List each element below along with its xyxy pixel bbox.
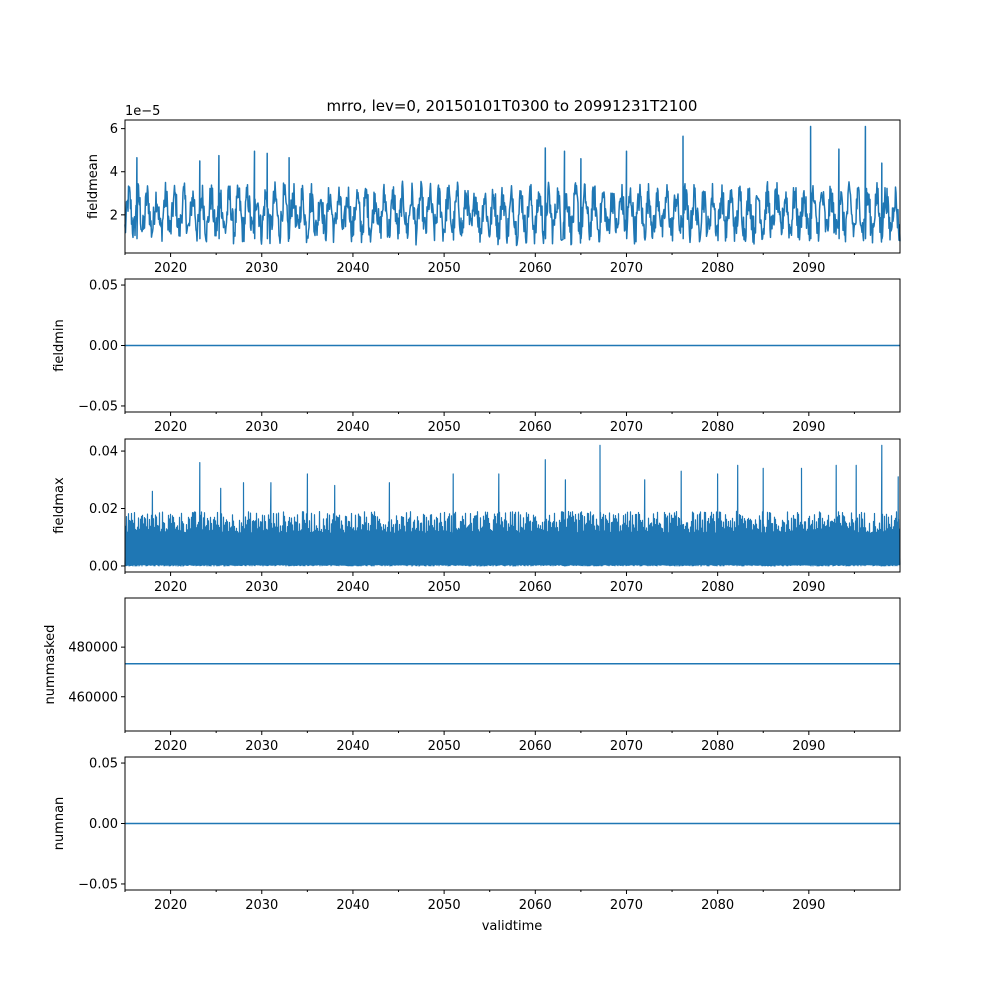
panel-fieldmin: 2020 2030 2040 2050 2060 2070 2080 2090 −0.05 0.0… (52, 278, 901, 435)
y-tick-label: 0.00 (89, 339, 118, 354)
y-tick-label: −0.05 (78, 399, 118, 414)
x-tick-label: 2090 (792, 739, 825, 754)
chart-title: mrro, lev=0, 20150101T0300 to 20991231T2… (327, 97, 698, 115)
y-axis-label: fieldmin (52, 319, 67, 372)
x-tick-label: 2020 (154, 420, 187, 435)
x-tick-label: 2090 (792, 420, 825, 435)
y-tick-label: 0.02 (89, 502, 118, 517)
x-tick-label: 2040 (336, 739, 369, 754)
x-tick-label: 2020 (154, 580, 187, 595)
x-tick-label: 2020 (154, 739, 187, 754)
nummasked-axes-frame (124, 597, 901, 732)
x-tick-label: 2070 (610, 261, 643, 276)
y-tick-label: 2 (110, 208, 118, 223)
x-tick-label: 2030 (245, 261, 278, 276)
x-tick-label: 2050 (428, 739, 461, 754)
y-tick-label: −0.05 (78, 877, 118, 892)
x-tick-label: 2060 (519, 420, 552, 435)
x-tick-label: 2040 (336, 898, 369, 913)
panel-fieldmean: 2020 2030 2040 2050 2060 2070 2080 2090 2 4 6 1e−5 f… (86, 104, 901, 276)
x-tick-label: 2090 (792, 580, 825, 595)
y-tick-label: 480000 (68, 641, 118, 656)
y-offset-text: 1e−5 (125, 104, 160, 119)
x-tick-label: 2050 (428, 580, 461, 595)
y-tick-label: 0.04 (89, 445, 118, 460)
x-tick-label: 2040 (336, 420, 369, 435)
y-tick-label: 0.00 (89, 559, 118, 574)
x-tick-label: 2060 (519, 898, 552, 913)
fieldmean-series-line (124, 125, 901, 247)
x-tick-label: 2070 (610, 898, 643, 913)
x-tick-label: 2070 (610, 580, 643, 595)
x-tick-label: 2080 (701, 420, 734, 435)
y-axis-label: fieldmean (86, 154, 101, 219)
y-axis-label: nummasked (43, 625, 58, 705)
x-tick-label: 2030 (245, 739, 278, 754)
y-axis-label: fieldmax (52, 477, 67, 534)
chart-panels: 2020 2030 2040 2050 2060 2070 2080 2090 2 4 6 1e−5 f… (43, 104, 901, 913)
x-tick-label: 2030 (245, 898, 278, 913)
x-tick-label: 2020 (154, 898, 187, 913)
y-axis-label: numnan (52, 797, 67, 851)
y-tick-label: 0.05 (89, 279, 118, 294)
x-axis-label: validtime (482, 919, 543, 934)
y-tick-label: 0.00 (89, 817, 118, 832)
x-tick-label: 2060 (519, 580, 552, 595)
panel-fieldmax: 2020 2030 2040 2050 2060 2070 2080 2090 0.00 0.02… (52, 438, 901, 595)
x-tick-label: 2050 (428, 420, 461, 435)
y-tick-label: 0.05 (89, 757, 118, 772)
x-tick-label: 2020 (154, 261, 187, 276)
x-tick-label: 2070 (610, 739, 643, 754)
panel-nummasked: 2020 2030 2040 2050 2060 2070 2080 2090 460000 48… (43, 597, 901, 754)
x-tick-label: 2040 (336, 580, 369, 595)
x-tick-label: 2060 (519, 739, 552, 754)
y-tick-label: 4 (110, 165, 118, 180)
fieldmean-axes-frame (124, 119, 901, 254)
x-tick-label: 2060 (519, 261, 552, 276)
x-tick-label: 2050 (428, 898, 461, 913)
x-tick-label: 2030 (245, 580, 278, 595)
x-tick-label: 2090 (792, 261, 825, 276)
x-tick-label: 2090 (792, 898, 825, 913)
y-tick-label: 460000 (68, 690, 118, 705)
x-tick-label: 2050 (428, 261, 461, 276)
x-tick-label: 2030 (245, 420, 278, 435)
x-tick-label: 2070 (610, 420, 643, 435)
x-tick-label: 2040 (336, 261, 369, 276)
x-tick-label: 2080 (701, 898, 734, 913)
panel-numnan: 2020 2030 2040 2050 2060 2070 2080 2090 −0.05 0.0… (52, 756, 901, 913)
fieldmax-series-line (124, 444, 901, 567)
x-tick-label: 2080 (701, 739, 734, 754)
y-tick-label: 6 (110, 122, 118, 137)
x-tick-label: 2080 (701, 261, 734, 276)
fieldmax-axes-frame (124, 438, 901, 573)
x-tick-label: 2080 (701, 580, 734, 595)
